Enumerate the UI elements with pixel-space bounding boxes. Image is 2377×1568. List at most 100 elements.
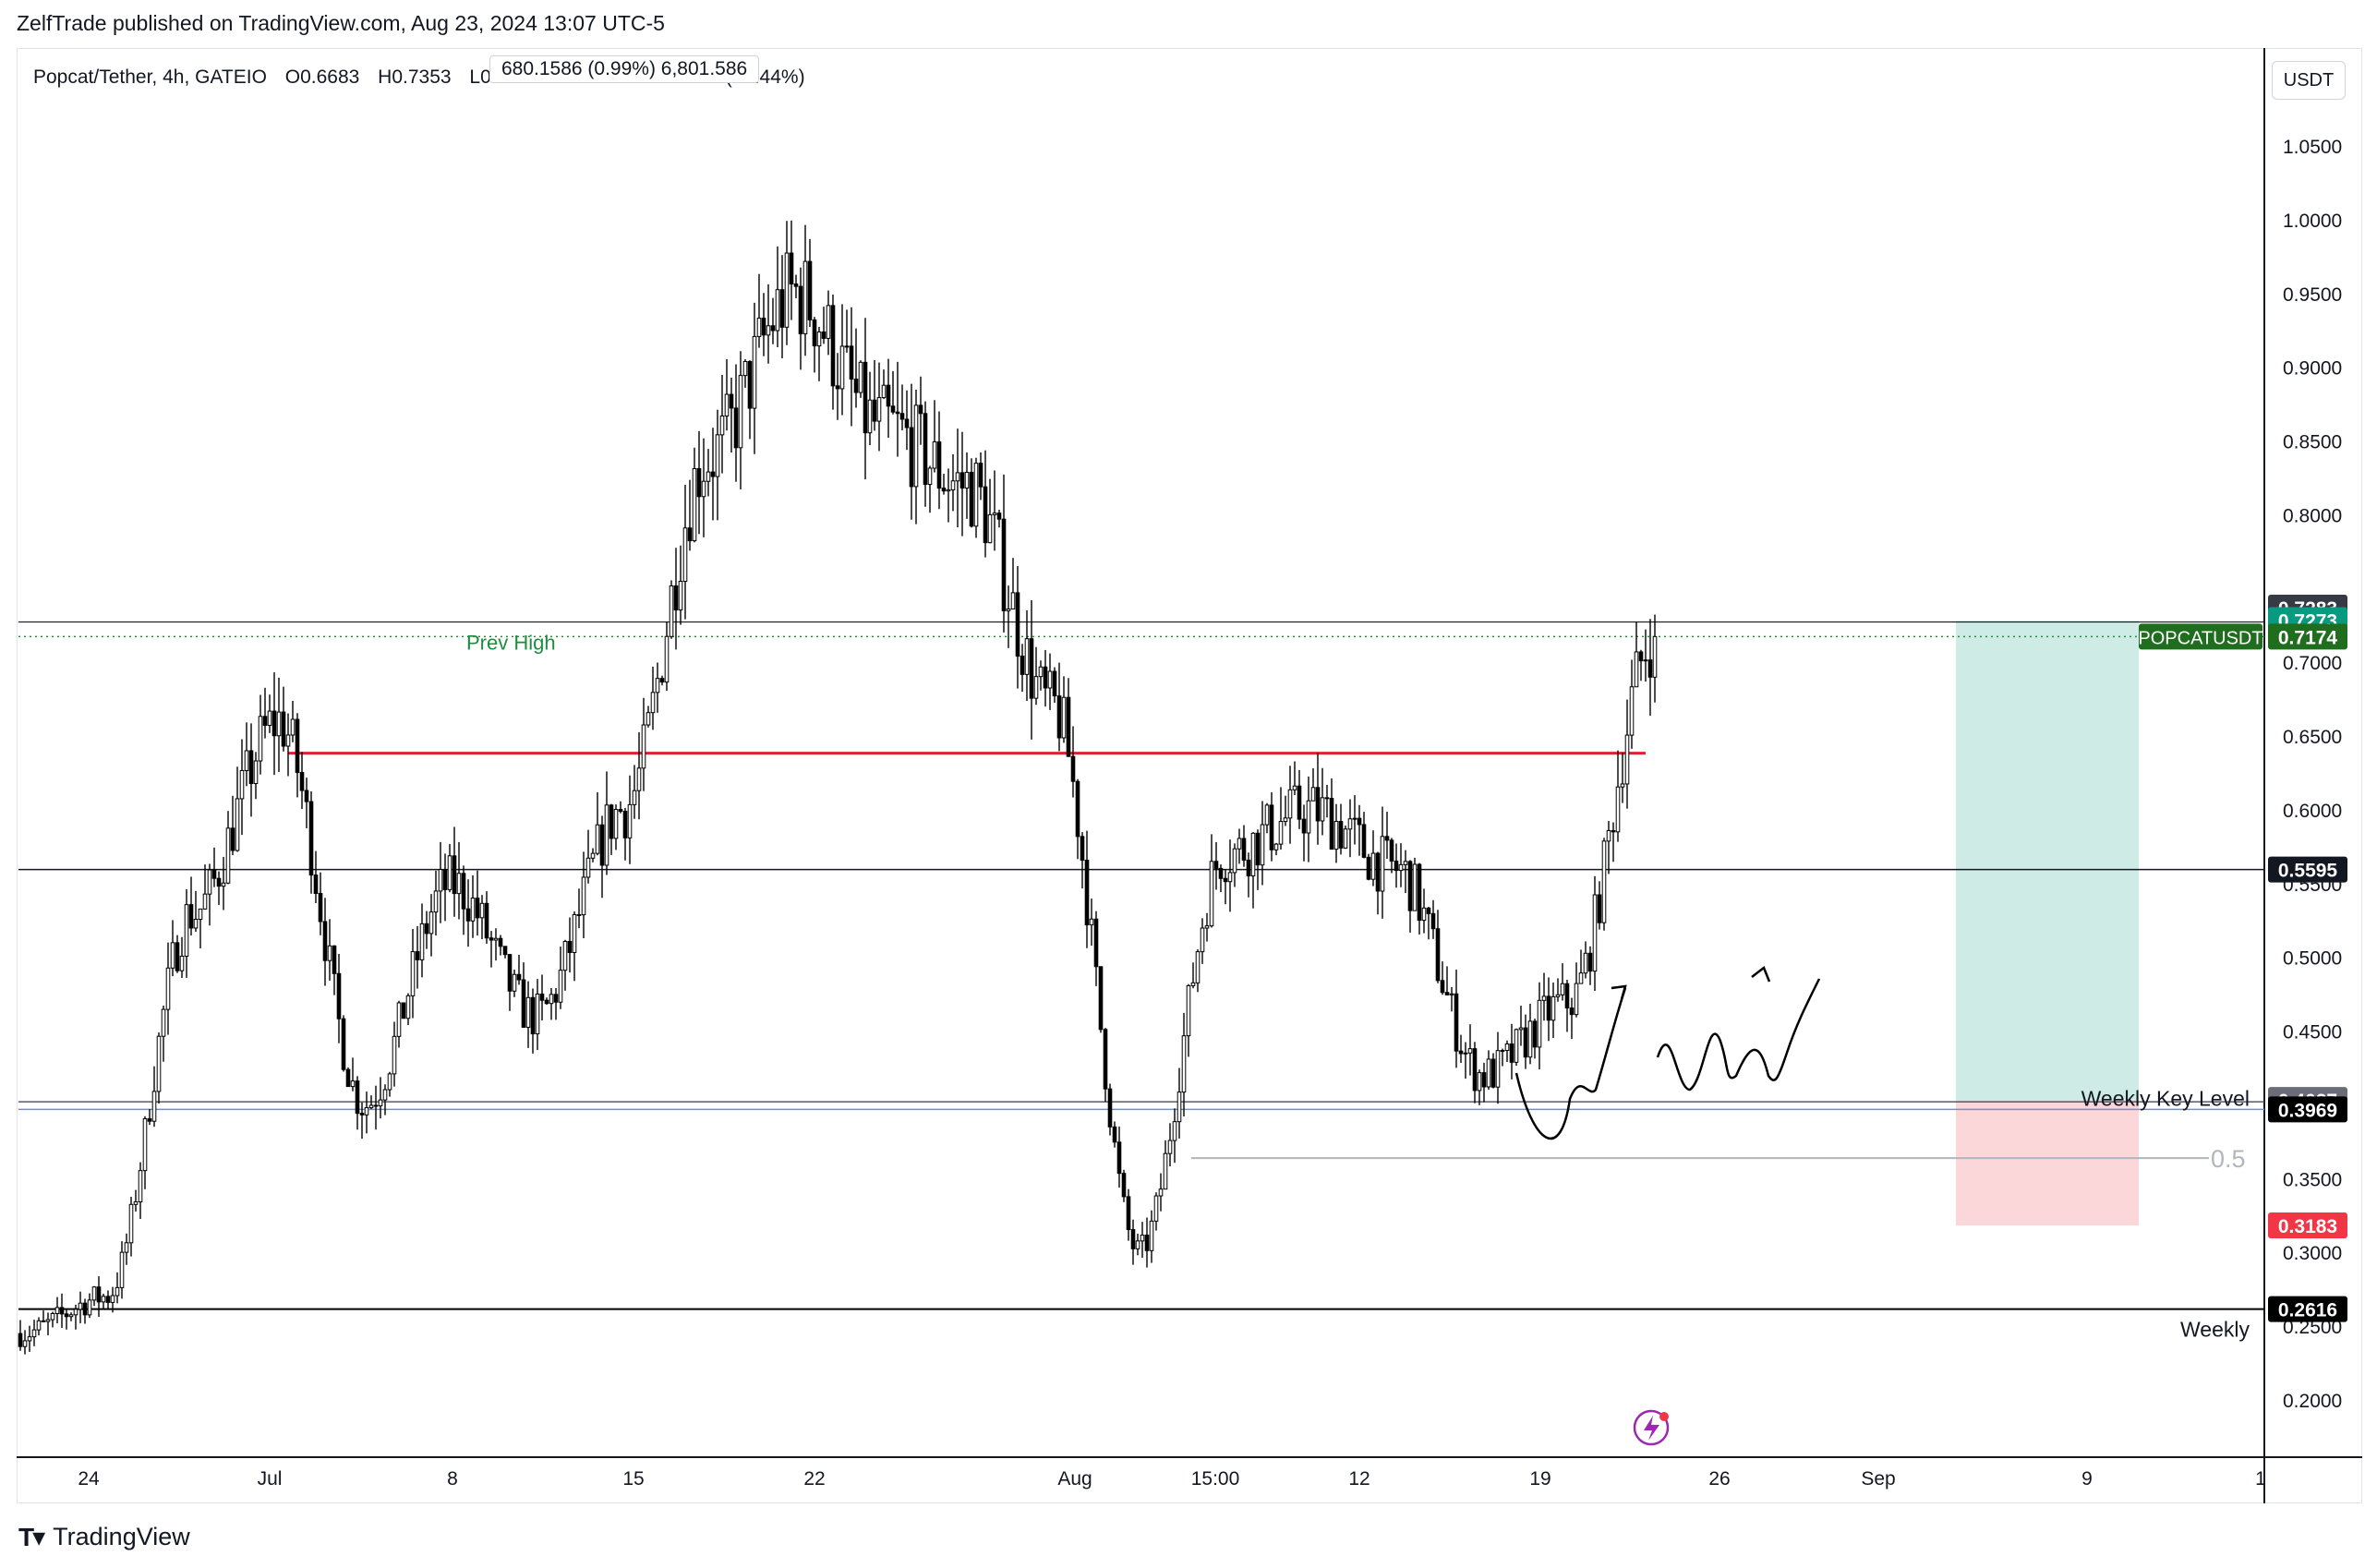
- candle[interactable]: [715, 409, 720, 521]
- candle[interactable]: [1500, 1048, 1505, 1067]
- candle[interactable]: [1546, 977, 1551, 1042]
- candle[interactable]: [1140, 1222, 1145, 1259]
- candle[interactable]: [1075, 778, 1080, 860]
- candle[interactable]: [1163, 1140, 1168, 1190]
- candle[interactable]: [789, 220, 794, 320]
- candle[interactable]: [1638, 649, 1644, 681]
- candle[interactable]: [184, 888, 189, 978]
- candle[interactable]: [1209, 834, 1214, 928]
- cup-pattern-drawing[interactable]: [1514, 987, 1627, 1140]
- candle[interactable]: [281, 686, 286, 752]
- candle[interactable]: [87, 1293, 92, 1319]
- candle[interactable]: [216, 871, 222, 906]
- candle[interactable]: [950, 453, 956, 512]
- candle[interactable]: [1634, 621, 1639, 688]
- candle[interactable]: [1287, 766, 1293, 844]
- candle[interactable]: [863, 318, 868, 480]
- candle[interactable]: [1047, 653, 1053, 710]
- candle[interactable]: [313, 850, 319, 903]
- candle[interactable]: [1149, 1210, 1154, 1263]
- candle[interactable]: [59, 1293, 65, 1328]
- candle[interactable]: [1315, 753, 1321, 845]
- candle[interactable]: [401, 1002, 406, 1019]
- candle[interactable]: [622, 807, 628, 861]
- candle[interactable]: [682, 484, 688, 620]
- candle[interactable]: [138, 1162, 143, 1219]
- candle[interactable]: [572, 911, 577, 982]
- candle[interactable]: [978, 452, 983, 501]
- candle[interactable]: [156, 1032, 162, 1104]
- candle[interactable]: [1587, 946, 1593, 985]
- candle[interactable]: [1426, 907, 1431, 940]
- flash-event-icon[interactable]: [1633, 1409, 1670, 1446]
- candle[interactable]: [770, 297, 776, 344]
- candle[interactable]: [567, 917, 573, 973]
- candle[interactable]: [1121, 1169, 1127, 1202]
- candle[interactable]: [221, 856, 226, 911]
- candle[interactable]: [1107, 1083, 1113, 1136]
- candle[interactable]: [798, 267, 803, 370]
- candle[interactable]: [1204, 912, 1210, 942]
- candle[interactable]: [396, 1000, 402, 1048]
- projection-path-drawing[interactable]: [1656, 978, 1821, 1092]
- candle[interactable]: [742, 359, 748, 388]
- candle[interactable]: [410, 928, 416, 1019]
- candle[interactable]: [235, 766, 240, 852]
- candle[interactable]: [115, 1272, 120, 1304]
- candle[interactable]: [332, 945, 337, 995]
- candle[interactable]: [1430, 899, 1436, 939]
- candle[interactable]: [1343, 825, 1348, 850]
- candle[interactable]: [341, 1015, 346, 1072]
- candle[interactable]: [766, 283, 771, 364]
- candle[interactable]: [590, 848, 596, 862]
- position-target-zone[interactable]: [1956, 620, 2139, 1102]
- candle[interactable]: [308, 790, 314, 894]
- candle[interactable]: [350, 1057, 356, 1092]
- candle[interactable]: [64, 1309, 69, 1330]
- candle[interactable]: [470, 874, 476, 938]
- candle[interactable]: [918, 376, 923, 445]
- candle[interactable]: [923, 401, 928, 507]
- candle[interactable]: [1624, 699, 1630, 809]
- candle[interactable]: [609, 803, 614, 855]
- candle[interactable]: [239, 739, 245, 836]
- candle[interactable]: [996, 510, 1002, 528]
- candle[interactable]: [1652, 614, 1658, 703]
- candle[interactable]: [1130, 1219, 1136, 1265]
- candle[interactable]: [433, 870, 439, 936]
- candle[interactable]: [1112, 1121, 1117, 1148]
- candle[interactable]: [826, 290, 831, 356]
- candle[interactable]: [1098, 966, 1104, 1033]
- candle[interactable]: [1394, 843, 1399, 888]
- candle[interactable]: [1611, 822, 1616, 862]
- candle[interactable]: [1158, 1173, 1164, 1212]
- candle[interactable]: [475, 870, 480, 936]
- candle[interactable]: [1338, 803, 1344, 855]
- candle[interactable]: [881, 369, 887, 400]
- candle[interactable]: [1615, 750, 1621, 842]
- candle[interactable]: [1250, 832, 1256, 909]
- candle[interactable]: [1574, 962, 1579, 1018]
- candle[interactable]: [447, 844, 452, 893]
- candle[interactable]: [438, 841, 443, 923]
- candle[interactable]: [973, 457, 979, 538]
- candle[interactable]: [299, 752, 305, 810]
- candle[interactable]: [1560, 963, 1565, 1001]
- candle[interactable]: [1481, 1062, 1487, 1103]
- candle[interactable]: [382, 1084, 388, 1116]
- candle[interactable]: [632, 765, 637, 819]
- candle[interactable]: [706, 449, 711, 497]
- candle[interactable]: [295, 713, 300, 798]
- candle[interactable]: [1260, 801, 1265, 886]
- candle[interactable]: [853, 328, 859, 408]
- candle[interactable]: [1324, 784, 1330, 818]
- candle[interactable]: [936, 411, 942, 510]
- candle[interactable]: [701, 438, 706, 537]
- candle[interactable]: [627, 775, 633, 864]
- candle[interactable]: [1038, 660, 1044, 691]
- candle[interactable]: [271, 672, 277, 776]
- candle[interactable]: [576, 888, 582, 929]
- candle[interactable]: [987, 478, 993, 544]
- candle[interactable]: [1398, 843, 1404, 887]
- candle[interactable]: [507, 953, 513, 1011]
